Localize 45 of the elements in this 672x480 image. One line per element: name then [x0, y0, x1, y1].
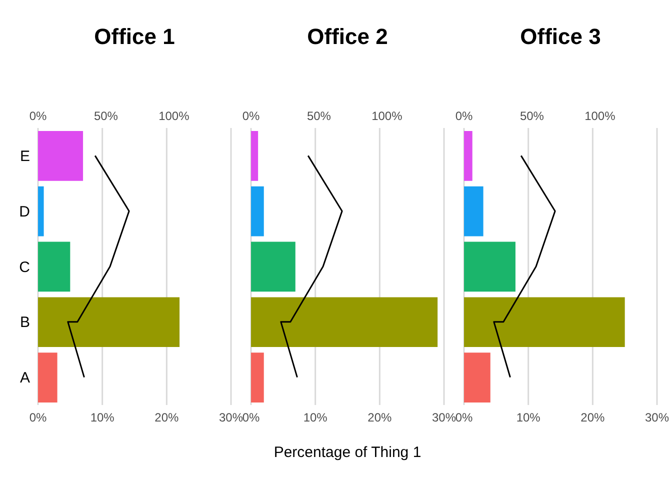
x2-tick-label: 0%: [455, 109, 473, 123]
bar: [251, 352, 264, 402]
chart-title: Office 3: [519, 24, 602, 50]
x-axis-title: Percentage of Thing 1: [272, 444, 422, 461]
x-tick-label: 20%: [368, 410, 392, 425]
x-tick-label: 20%: [154, 410, 179, 425]
x-tick-label: 0%: [29, 410, 47, 425]
bar: [251, 131, 258, 181]
bar: [38, 352, 58, 402]
y-tick-label: E: [20, 148, 30, 166]
bar: [464, 186, 484, 236]
x2-tick-label: 50%: [94, 109, 118, 123]
y-tick-label: B: [20, 314, 30, 332]
bar: [251, 297, 438, 348]
x-tick-label: 10%: [516, 410, 541, 425]
bar: [38, 297, 180, 348]
bar: [464, 131, 472, 181]
x2-tick-label: 100%: [158, 109, 190, 123]
bar: [38, 186, 44, 236]
chart-title: Office 2: [306, 24, 389, 50]
x-tick-label: 10%: [303, 410, 328, 425]
y-tick-label: C: [19, 258, 30, 276]
x2-tick-label: 100%: [584, 109, 616, 123]
x-tick-label: 30%: [218, 410, 244, 425]
bar: [38, 131, 84, 181]
x2-tick-label: 100%: [372, 109, 403, 123]
x2-tick-label: 50%: [306, 109, 332, 123]
bar: [464, 242, 516, 292]
bar: [251, 186, 264, 236]
y-tick-label: D: [19, 203, 30, 220]
bar: [38, 242, 70, 292]
x2-tick-label: 50%: [520, 109, 544, 123]
x-tick-label: 10%: [90, 410, 115, 425]
x-tick-label: 30%: [644, 410, 670, 425]
y-tick-label: A: [20, 370, 30, 387]
x-tick-label: 30%: [432, 410, 456, 425]
bar: [464, 297, 625, 348]
bar: [464, 352, 490, 402]
x-tick-label: 0%: [242, 410, 260, 425]
x2-tick-label: 0%: [242, 109, 260, 123]
chart-title: Office 1: [93, 24, 176, 50]
x2-tick-label: 0%: [29, 109, 47, 123]
x-tick-label: 20%: [580, 410, 605, 425]
x-tick-label: 0%: [455, 410, 473, 425]
bar: [251, 242, 296, 292]
